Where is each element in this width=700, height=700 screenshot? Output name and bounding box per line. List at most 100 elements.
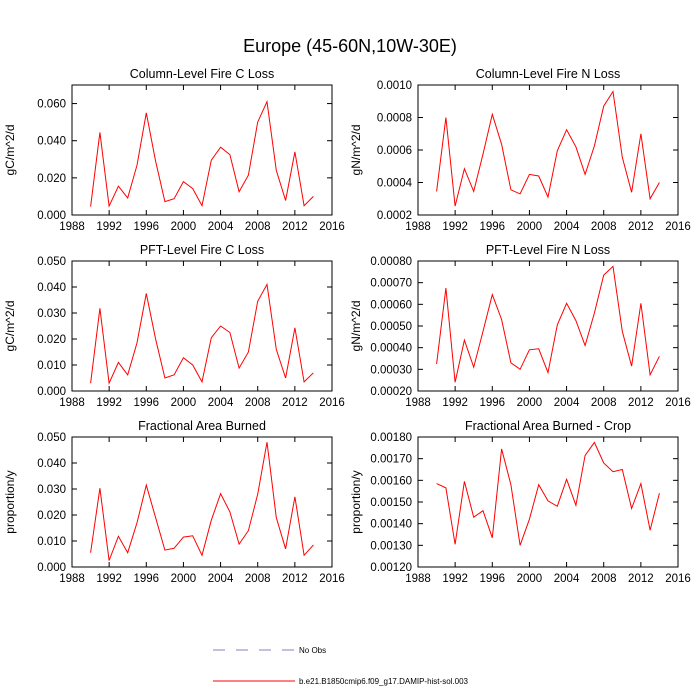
x-tick-label: 2012 — [628, 221, 654, 233]
x-tick-label: 2012 — [628, 397, 654, 409]
y-tick-label: 0.00140 — [370, 519, 412, 531]
x-tick-label: 2008 — [591, 573, 617, 585]
y-tick-label: 0.020 — [37, 510, 66, 522]
x-tick-label: 1996 — [133, 221, 159, 233]
x-tick-label: 1988 — [405, 573, 431, 585]
y-axis-label: proportion/y — [3, 470, 17, 533]
x-tick-label: 2008 — [591, 221, 617, 233]
x-tick-label: 1988 — [405, 221, 431, 233]
x-tick-label: 2012 — [282, 221, 308, 233]
series-line-1 — [90, 99, 314, 208]
y-tick-label: 0.00040 — [370, 343, 412, 355]
x-tick-label: 2016 — [665, 573, 691, 585]
panel-title: Column-Level Fire C Loss — [130, 67, 275, 81]
x-tick-label: 1992 — [96, 397, 122, 409]
x-tick-label: 1988 — [59, 221, 85, 233]
chart-panels: Column-Level Fire C Loss gC/m^2/d 1988 1992… — [3, 67, 691, 585]
x-tick-label: 2016 — [319, 573, 345, 585]
chart-panel-6: Fractional Area Burned - Crop proportion/… — [349, 419, 691, 585]
panel-title: Fractional Area Burned — [138, 419, 266, 433]
y-axis-label: gN/m^2/d — [349, 301, 363, 352]
x-tick-label: 1988 — [405, 397, 431, 409]
plot-frame — [417, 84, 679, 216]
y-tick-label: 0.0002 — [377, 210, 412, 222]
y-tick-label: 0.0008 — [377, 113, 412, 125]
y-tick-label: 0.0010 — [377, 80, 412, 92]
x-tick-label: 2016 — [665, 221, 691, 233]
x-tick-label: 2000 — [171, 397, 197, 409]
plot-frame — [71, 84, 333, 216]
x-tick-label: 1992 — [442, 221, 468, 233]
y-tick-label: 0.010 — [37, 536, 66, 548]
plot-frame — [71, 260, 333, 392]
y-tick-label: 0.030 — [37, 308, 66, 320]
y-tick-label: 0.000 — [37, 210, 66, 222]
x-tick-label: 1992 — [96, 221, 122, 233]
x-tick-label: 2004 — [554, 397, 580, 409]
y-axis-label: proportion/y — [349, 470, 363, 533]
y-tick-label: 0.060 — [37, 99, 66, 111]
y-tick-label: 0.040 — [37, 458, 66, 470]
x-tick-label: 1996 — [133, 573, 159, 585]
y-tick-label: 0.00070 — [370, 278, 412, 290]
y-tick-label: 0.030 — [37, 484, 66, 496]
y-tick-label: 0.00080 — [370, 256, 412, 268]
panel-title: PFT-Level Fire C Loss — [140, 243, 264, 257]
x-tick-label: 1996 — [479, 573, 505, 585]
x-tick-label: 2004 — [208, 397, 234, 409]
x-tick-label: 2012 — [282, 573, 308, 585]
y-tick-label: 0.0004 — [377, 178, 413, 190]
y-tick-label: 0.040 — [37, 282, 66, 294]
chart-panel-2: Column-Level Fire N Loss gN/m^2/d 1988 1992… — [349, 67, 691, 233]
x-tick-label: 1996 — [479, 221, 505, 233]
x-tick-label: 1992 — [442, 397, 468, 409]
x-tick-label: 2000 — [517, 397, 543, 409]
y-tick-label: 0.020 — [37, 173, 66, 185]
y-tick-label: 0.00170 — [370, 454, 412, 466]
plot-frame — [417, 436, 679, 568]
chart-panel-5: Fractional Area Burned proportion/y 1988 19… — [3, 419, 345, 585]
y-tick-label: 0.00130 — [370, 540, 412, 552]
legend-item-2: b.e21.B1850cmip6.f09_g17.DAMIP-hist-sol.… — [213, 677, 469, 686]
y-tick-label: 0.0006 — [377, 145, 412, 157]
series-line-1 — [90, 282, 314, 386]
legend-item-1: No Obs — [213, 646, 326, 655]
panel-title: Fractional Area Burned - Crop — [465, 419, 631, 433]
x-tick-label: 1988 — [59, 573, 85, 585]
y-tick-label: 0.00180 — [370, 432, 412, 444]
legend-label: b.e21.B1850cmip6.f09_g17.DAMIP-hist-sol.… — [299, 677, 469, 686]
y-tick-label: 0.00160 — [370, 475, 412, 487]
y-tick-label: 0.010 — [37, 360, 66, 372]
x-tick-label: 1992 — [96, 573, 122, 585]
legend-label: No Obs — [299, 646, 326, 655]
y-tick-label: 0.000 — [37, 562, 66, 574]
chart-panel-1: Column-Level Fire C Loss gC/m^2/d 1988 1992… — [3, 67, 345, 233]
y-tick-label: 0.040 — [37, 136, 66, 148]
series-line-1 — [436, 441, 660, 546]
y-tick-label: 0.050 — [37, 432, 66, 444]
chart-legend: No Obs b.e21.B1850cmip6.f09_g17.DAMIP-his… — [213, 646, 469, 686]
x-tick-label: 2008 — [245, 397, 271, 409]
y-axis-label: gN/m^2/d — [349, 125, 363, 176]
x-tick-label: 1996 — [133, 397, 159, 409]
x-tick-label: 2012 — [282, 397, 308, 409]
x-tick-label: 2008 — [591, 397, 617, 409]
y-tick-label: 0.000 — [37, 386, 66, 398]
y-tick-label: 0.00020 — [370, 386, 412, 398]
series-line-1 — [90, 442, 314, 561]
y-tick-label: 0.020 — [37, 334, 66, 346]
x-tick-label: 2004 — [554, 221, 580, 233]
y-axis-label: gC/m^2/d — [3, 301, 17, 352]
x-tick-label: 2000 — [517, 573, 543, 585]
plot-frame — [71, 436, 333, 568]
panel-title: Column-Level Fire N Loss — [476, 67, 621, 81]
y-tick-label: 0.00060 — [370, 299, 412, 311]
y-tick-label: 0.00120 — [370, 562, 412, 574]
series-line-1 — [436, 265, 660, 383]
x-tick-label: 2004 — [208, 573, 234, 585]
x-tick-label: 2000 — [171, 573, 197, 585]
x-tick-label: 2000 — [171, 221, 197, 233]
x-tick-label: 2016 — [665, 397, 691, 409]
y-tick-label: 0.00050 — [370, 321, 412, 333]
